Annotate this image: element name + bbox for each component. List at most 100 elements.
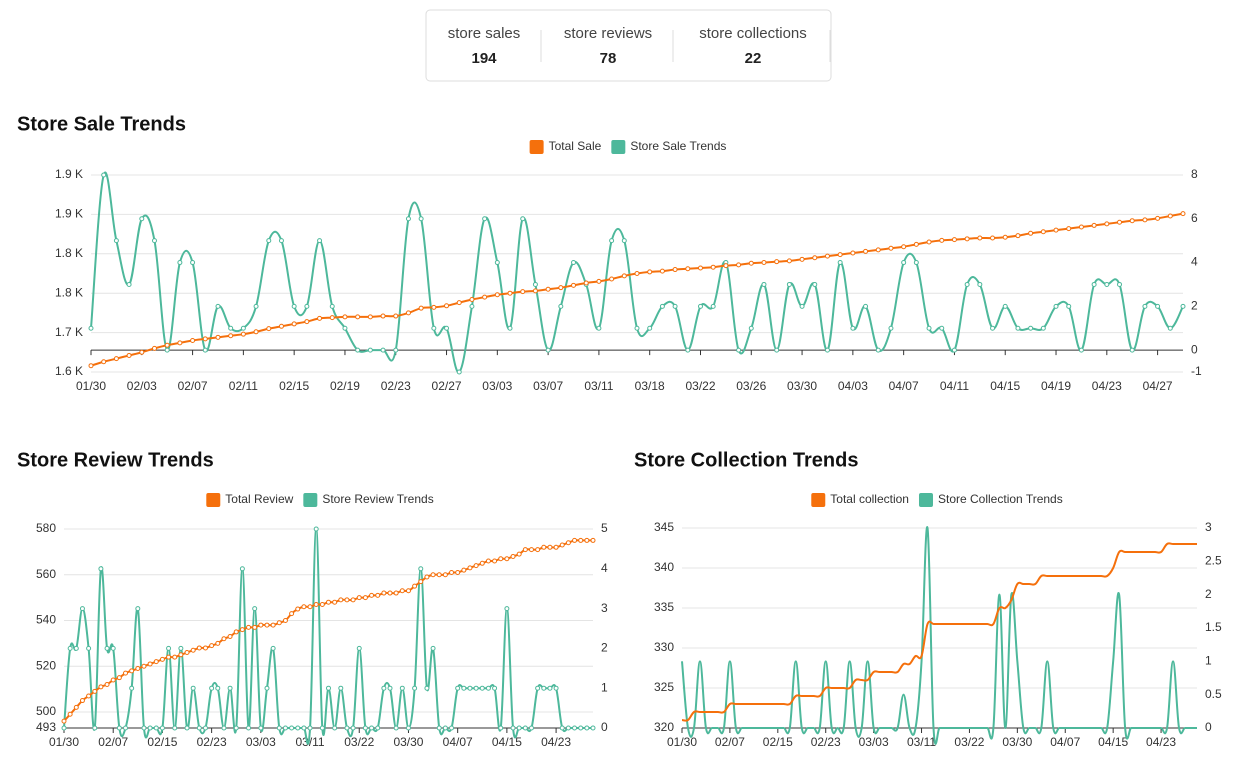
- point: [215, 685, 221, 691]
- point: [67, 645, 73, 651]
- x-tick-label: 04/15: [1098, 735, 1128, 749]
- legend-swatch: [611, 140, 626, 154]
- x-tick-label: 03/11: [907, 735, 936, 749]
- point: [494, 292, 500, 298]
- point: [939, 237, 945, 243]
- point: [1180, 303, 1186, 309]
- point: [571, 282, 577, 288]
- x-tick-label: 02/23: [811, 735, 841, 749]
- point: [172, 654, 178, 660]
- point: [528, 725, 534, 731]
- point: [129, 668, 135, 674]
- point: [964, 236, 970, 242]
- point: [590, 537, 596, 543]
- point: [558, 303, 564, 309]
- point: [461, 567, 467, 573]
- point: [412, 583, 418, 589]
- point: [123, 670, 129, 676]
- point: [710, 303, 716, 309]
- point: [344, 597, 350, 603]
- point: [456, 300, 462, 306]
- point: [240, 331, 246, 337]
- point: [545, 286, 551, 292]
- point: [455, 569, 461, 575]
- point: [850, 250, 856, 256]
- legend-swatch: [303, 493, 318, 507]
- point: [850, 325, 856, 331]
- x-tick-label: 03/26: [736, 379, 766, 393]
- point: [239, 627, 245, 633]
- point: [369, 725, 375, 731]
- point: [147, 725, 153, 731]
- point: [672, 303, 678, 309]
- point: [153, 725, 159, 731]
- point: [291, 321, 297, 327]
- y-tick-label: 340: [654, 560, 674, 574]
- point: [672, 267, 678, 273]
- point: [786, 281, 792, 287]
- series-line: [63, 539, 593, 722]
- point: [596, 325, 602, 331]
- point: [313, 601, 319, 607]
- x-tick-label: 02/15: [279, 379, 309, 393]
- point: [329, 315, 335, 321]
- point: [369, 592, 375, 598]
- point: [1078, 224, 1084, 230]
- y2-tick-label: 3: [601, 601, 608, 615]
- y-tick-label: 335: [654, 600, 674, 614]
- point: [516, 551, 522, 557]
- point: [418, 579, 424, 585]
- x-tick-label: 04/23: [1146, 735, 1176, 749]
- point: [1015, 233, 1021, 239]
- point: [572, 725, 578, 731]
- point: [710, 264, 716, 270]
- point: [528, 547, 534, 553]
- point: [1129, 347, 1135, 353]
- y2-tick-label: 0: [601, 720, 608, 734]
- point: [492, 685, 498, 691]
- point: [88, 363, 94, 369]
- x-tick-label: 03/30: [1002, 735, 1032, 749]
- point: [215, 334, 221, 340]
- point: [367, 347, 373, 353]
- point: [522, 547, 528, 553]
- point: [313, 526, 319, 532]
- point: [1040, 325, 1046, 331]
- point: [541, 685, 547, 691]
- y2-tick-label: 1: [601, 680, 608, 694]
- legend-swatch: [529, 140, 544, 154]
- point: [151, 238, 157, 244]
- point: [449, 725, 455, 731]
- point: [319, 725, 325, 731]
- point: [901, 260, 907, 266]
- stat-value: 22: [745, 50, 762, 67]
- point: [424, 574, 430, 580]
- y-tick-label: 1.7 K: [55, 325, 83, 339]
- point: [258, 725, 264, 731]
- point: [461, 685, 467, 691]
- point: [964, 281, 970, 287]
- y2-tick-label: 2: [1191, 299, 1198, 313]
- point: [444, 325, 450, 331]
- point: [399, 685, 405, 691]
- point: [227, 685, 233, 691]
- legend-label: Store Sale Trends: [630, 139, 726, 153]
- point: [578, 725, 584, 731]
- point: [61, 718, 67, 724]
- x-tick-label: 02/03: [127, 379, 157, 393]
- point: [123, 725, 129, 731]
- point: [307, 725, 313, 731]
- point: [482, 216, 488, 222]
- point: [233, 725, 239, 731]
- point: [246, 725, 252, 731]
- x-tick-label: 04/07: [889, 379, 919, 393]
- x-tick-label: 04/23: [1092, 379, 1122, 393]
- series-line: [681, 542, 1197, 722]
- point: [338, 597, 344, 603]
- point: [647, 325, 653, 331]
- point: [520, 216, 526, 222]
- x-tick-label: 04/19: [1041, 379, 1071, 393]
- point: [685, 266, 691, 272]
- point: [990, 235, 996, 241]
- x-tick-label: 03/11: [584, 379, 613, 393]
